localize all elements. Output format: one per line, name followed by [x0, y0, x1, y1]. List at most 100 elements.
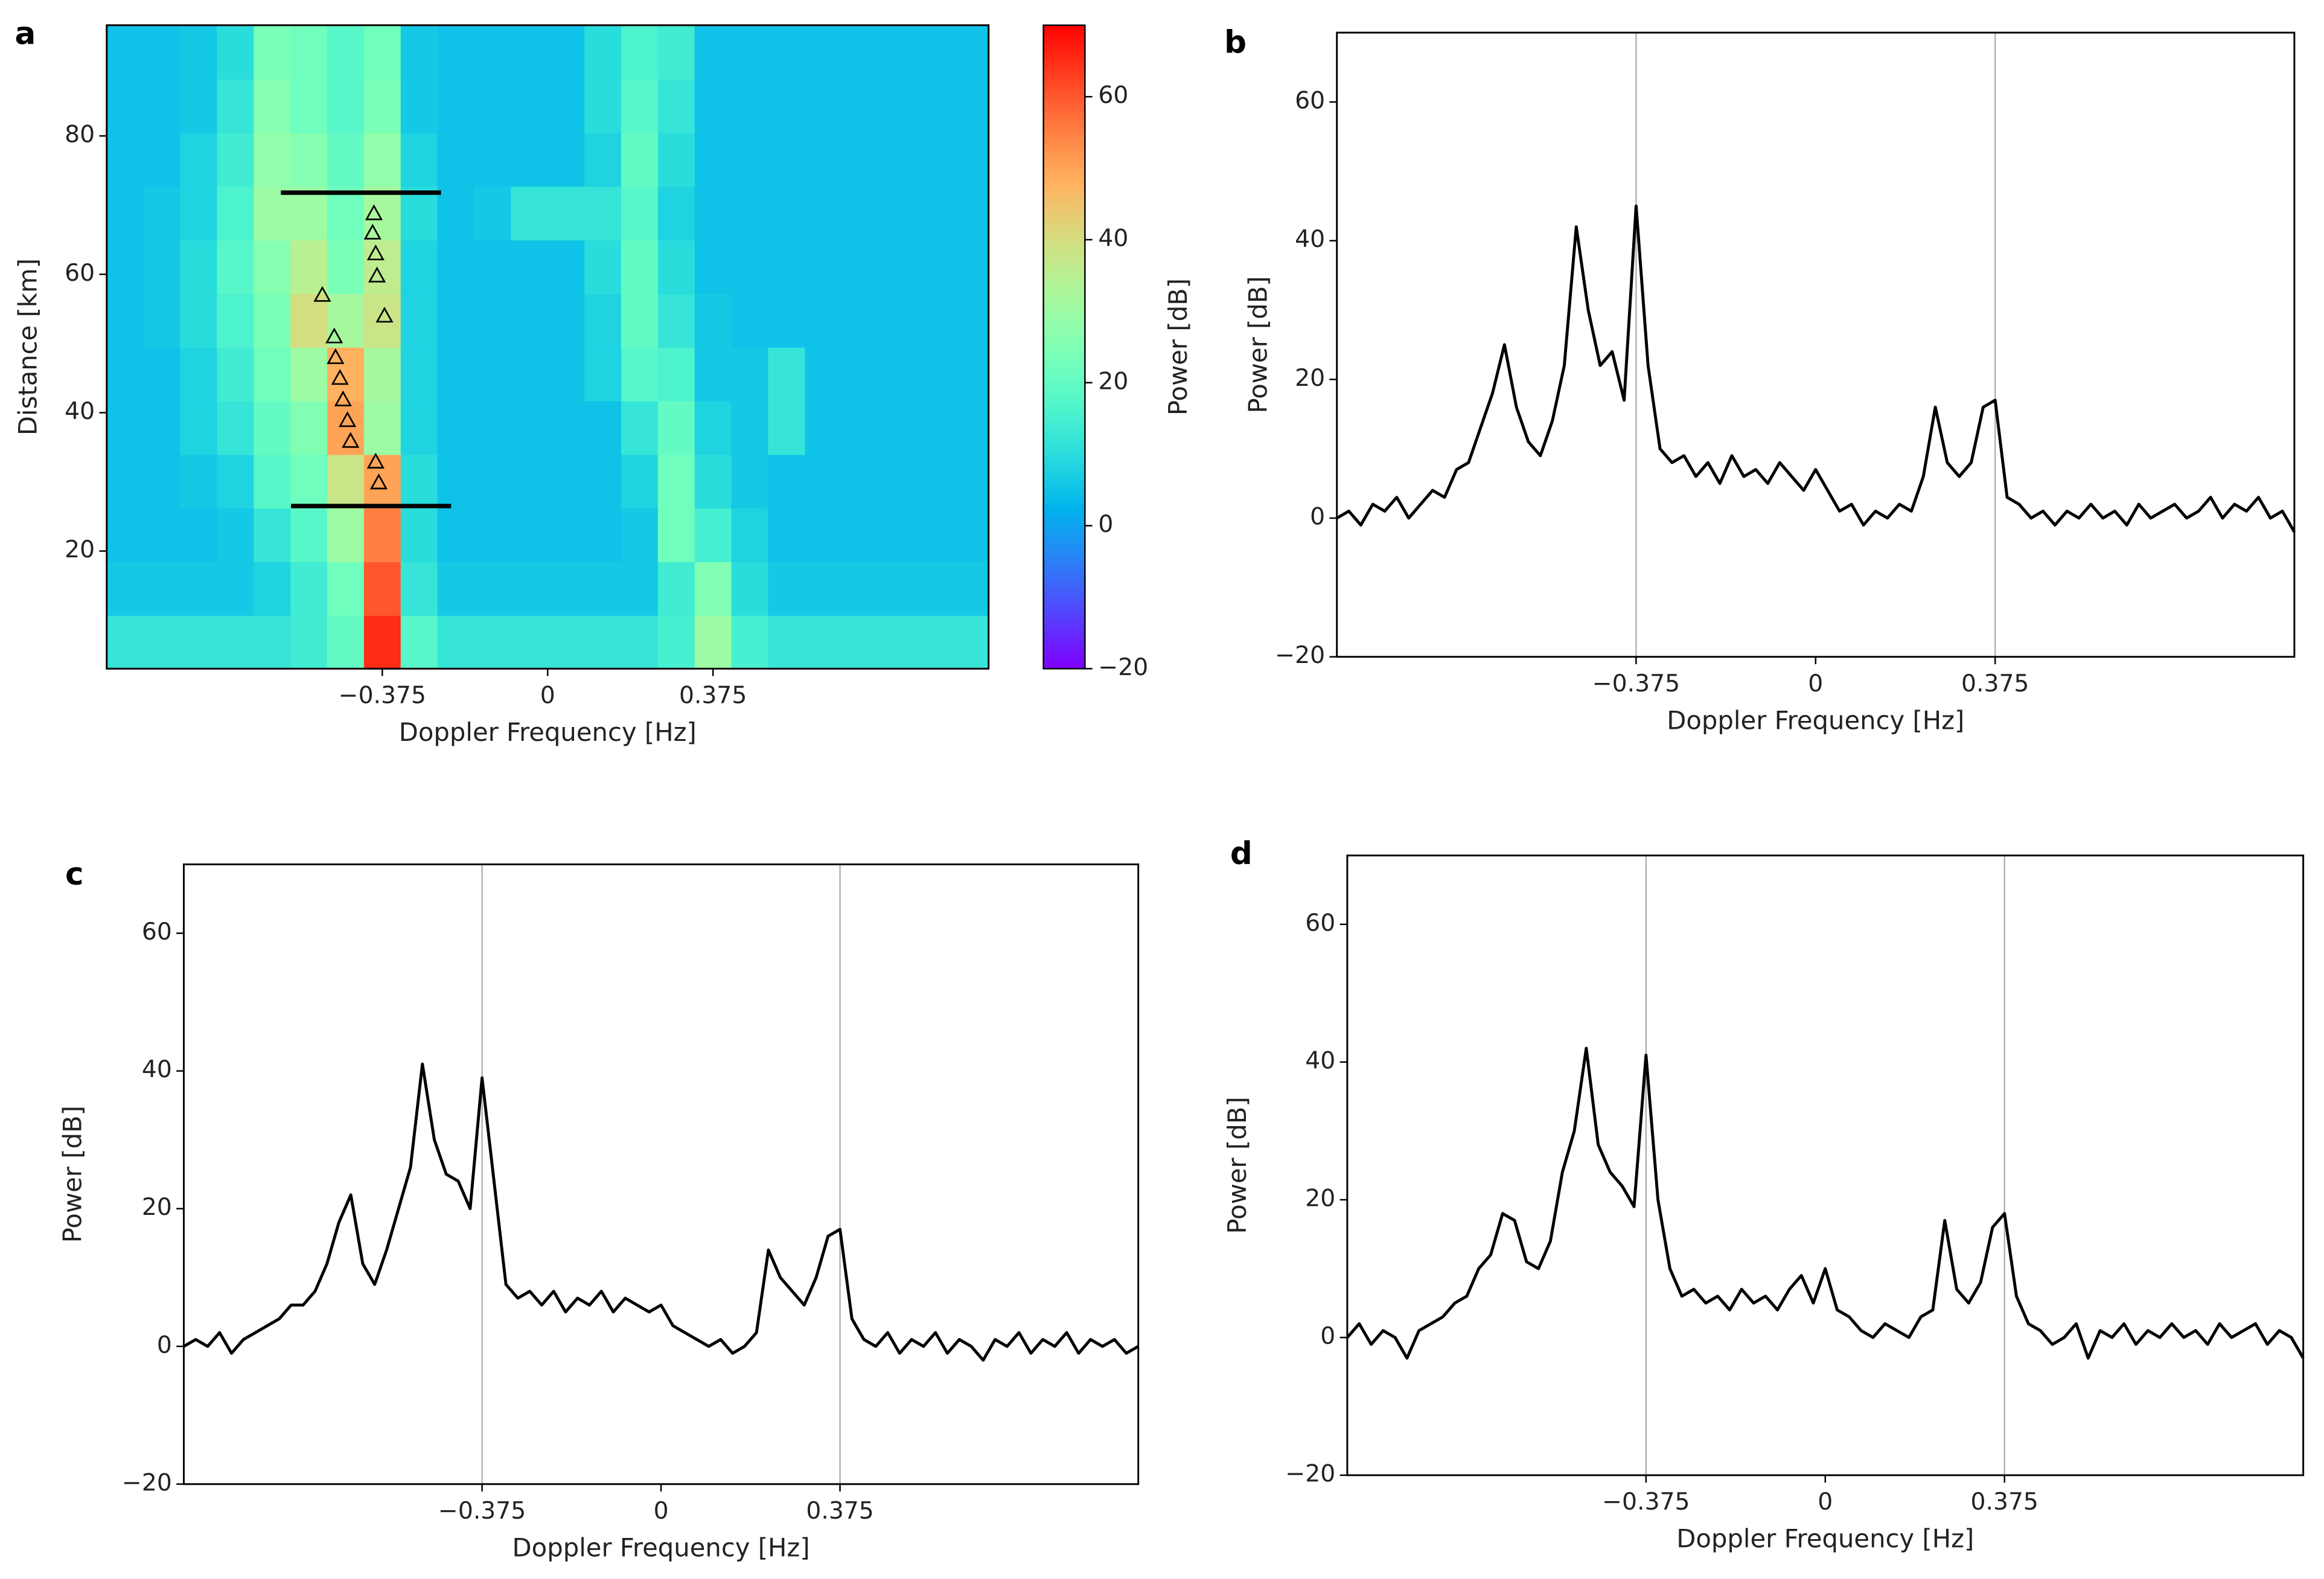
heatmap-cell: [878, 78, 916, 133]
triangle-marker: [365, 204, 383, 220]
heatmap-cell: [694, 400, 732, 455]
heatmap-cell: [915, 132, 953, 187]
heatmap-cell: [437, 25, 475, 80]
heatmap-cell: [180, 561, 218, 616]
panel-label: d: [1230, 836, 1253, 872]
heatmap-cell: [694, 293, 732, 348]
heatmap-cell: [805, 186, 843, 241]
heatmap-cell: [400, 293, 438, 348]
x-axis-label: Doppler Frequency [Hz]: [1676, 1524, 1974, 1554]
heatmap-cell: [805, 25, 843, 80]
heatmap-cell: [768, 186, 806, 241]
heatmap-cell: [805, 293, 843, 348]
heatmap-cell: [621, 507, 659, 563]
triangle-marker: [339, 411, 357, 428]
heatmap-cell: [400, 186, 438, 241]
heatmap-cell: [143, 186, 181, 241]
heatmap-cell: [621, 454, 659, 509]
heatmap-cell: [400, 25, 438, 80]
heatmap-cell: [951, 561, 989, 616]
heatmap-cell: [805, 132, 843, 187]
x-tick-label: −0.375: [1602, 1488, 1690, 1516]
heatmap-cell: [180, 454, 218, 509]
x-tick-label: 0: [1808, 670, 1823, 697]
heatmap-cell: [400, 347, 438, 402]
heatmap-cell: [437, 132, 475, 187]
heatmap-cell: [511, 186, 549, 241]
heatmap-cell: [951, 400, 989, 455]
heatmap-cell: [290, 78, 328, 133]
heatmap-cell: [363, 25, 401, 80]
y-axis-label: Power [dB]: [57, 1106, 87, 1243]
heatmap-cell: [474, 507, 512, 563]
heatmap-cell: [363, 347, 401, 402]
heatmap-cell: [768, 347, 806, 402]
heatmap-cell: [694, 132, 732, 187]
heatmap-cell: [915, 186, 953, 241]
triangle-marker: [366, 244, 385, 261]
heatmap-cell: [878, 239, 916, 295]
heatmap-cell: [400, 132, 438, 187]
spectrum-line: [183, 1062, 1139, 1362]
heatmap-cell: [805, 347, 843, 402]
heatmap-cell: [254, 78, 292, 133]
panel-label: b: [1224, 25, 1247, 61]
heatmap-cell: [878, 186, 916, 241]
heatmap-cell: [878, 400, 916, 455]
y-tick-label: 40: [65, 398, 95, 425]
heatmap-cell: [474, 78, 512, 133]
y-tick-label: 20: [1305, 1185, 1335, 1212]
heatmap-cell: [841, 25, 879, 80]
heatmap-cell: [106, 25, 144, 80]
heatmap-cell: [363, 615, 401, 670]
heatmap-cell: [143, 400, 181, 455]
triangle-marker: [327, 348, 345, 364]
heatmap-cell: [768, 400, 806, 455]
heatmap-cell: [180, 400, 218, 455]
heatmap-cell: [951, 347, 989, 402]
triangle-marker: [366, 452, 385, 469]
heatmap-cell: [878, 507, 916, 563]
heatmap-cell: [217, 400, 255, 455]
heatmap-cell: [511, 132, 549, 187]
heatmap-cell: [400, 78, 438, 133]
heatmap-cell: [584, 507, 622, 563]
heatmap-cell: [915, 78, 953, 133]
heatmap-cell: [584, 78, 622, 133]
heatmap-cell: [474, 25, 512, 80]
heatmap-cell: [511, 78, 549, 133]
heatmap-cell: [254, 561, 292, 616]
heatmap-cell: [694, 561, 732, 616]
heatmap-cell: [915, 400, 953, 455]
heatmap-cell: [290, 615, 328, 670]
heatmap-cell: [805, 561, 843, 616]
heatmap-cell: [217, 507, 255, 563]
heatmap-cell: [805, 400, 843, 455]
heatmap-cell: [363, 507, 401, 563]
heatmap-cell: [400, 561, 438, 616]
x-tick-label: −0.375: [1592, 670, 1680, 697]
heatmap-cell: [547, 78, 586, 133]
heatmap-cell: [254, 25, 292, 80]
heatmap-cell: [474, 347, 512, 402]
x-tick-label: 0: [1818, 1488, 1833, 1516]
heatmap-cell: [547, 454, 586, 509]
heatmap-cell: [621, 186, 659, 241]
heatmap-cell: [106, 615, 144, 670]
heatmap-cell: [878, 293, 916, 348]
heatmap-cell: [878, 25, 916, 80]
heatmap-cell: [657, 507, 695, 563]
heatmap-cell: [327, 25, 365, 80]
heatmap-cell: [951, 615, 989, 670]
heatmap-cell: [768, 25, 806, 80]
heatmap-cell: [621, 78, 659, 133]
heatmap-cell: [547, 615, 586, 670]
heatmap-cell: [290, 186, 328, 241]
heatmap-cell: [143, 615, 181, 670]
heatmap-cell: [327, 400, 365, 455]
triangle-marker: [331, 369, 349, 385]
heatmap-cell: [731, 454, 769, 509]
heatmap-cell: [474, 615, 512, 670]
x-tick-label: 0: [540, 682, 555, 709]
heatmap-cell: [731, 400, 769, 455]
